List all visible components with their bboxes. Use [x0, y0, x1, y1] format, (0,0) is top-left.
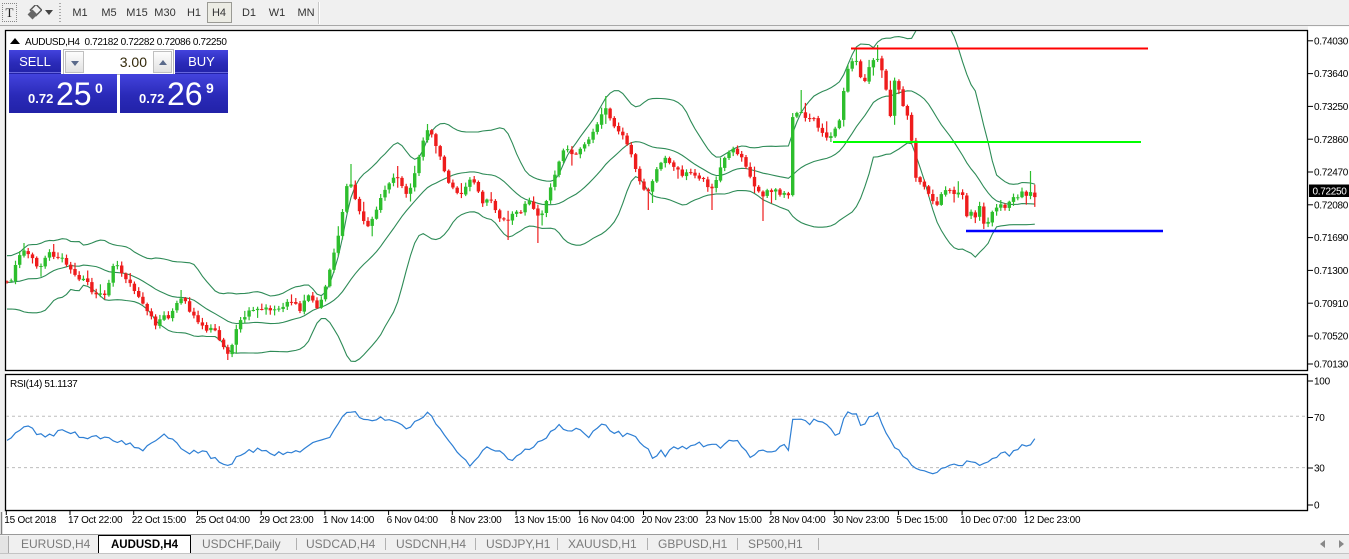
- svg-text:12 Dec 23:00: 12 Dec 23:00: [1024, 515, 1081, 526]
- svg-text:5 Dec 15:00: 5 Dec 15:00: [896, 515, 948, 526]
- svg-text:15 Oct 2018: 15 Oct 2018: [4, 515, 56, 526]
- svg-text:0.70520: 0.70520: [1314, 332, 1349, 343]
- svg-text:AUDUSD,H4 0.72182 0.72282 0.7: AUDUSD,H4 0.72182 0.72282 0.72086 0.7225…: [25, 37, 227, 48]
- svg-text:0.72250: 0.72250: [1313, 186, 1348, 197]
- svg-text:0.70130: 0.70130: [1314, 360, 1349, 371]
- svg-text:22 Oct 15:00: 22 Oct 15:00: [132, 515, 187, 526]
- svg-text:70: 70: [1314, 413, 1325, 424]
- svg-text:30: 30: [1314, 464, 1325, 475]
- svg-text:0.74030: 0.74030: [1314, 36, 1349, 47]
- svg-text:100: 100: [1314, 377, 1331, 388]
- svg-text:0.73250: 0.73250: [1314, 102, 1349, 113]
- svg-text:17 Oct 22:00: 17 Oct 22:00: [68, 515, 123, 526]
- svg-text:30 Nov 23:00: 30 Nov 23:00: [833, 515, 890, 526]
- svg-text:0.71300: 0.71300: [1314, 266, 1349, 277]
- svg-text:23 Nov 15:00: 23 Nov 15:00: [705, 515, 762, 526]
- svg-text:0.70910: 0.70910: [1314, 299, 1349, 310]
- svg-text:1 Nov 14:00: 1 Nov 14:00: [323, 515, 375, 526]
- svg-text:RSI(14) 51.1137: RSI(14) 51.1137: [10, 379, 78, 390]
- svg-text:10 Dec 07:00: 10 Dec 07:00: [960, 515, 1017, 526]
- svg-text:0.72860: 0.72860: [1314, 135, 1349, 146]
- svg-text:0.73640: 0.73640: [1314, 69, 1349, 80]
- svg-text:0.71690: 0.71690: [1314, 233, 1349, 244]
- svg-text:0: 0: [1314, 501, 1320, 512]
- svg-text:0.72470: 0.72470: [1314, 168, 1349, 179]
- svg-text:16 Nov 04:00: 16 Nov 04:00: [578, 515, 635, 526]
- svg-text:8 Nov 23:00: 8 Nov 23:00: [450, 515, 502, 526]
- svg-text:29 Oct 23:00: 29 Oct 23:00: [259, 515, 314, 526]
- svg-text:20 Nov 23:00: 20 Nov 23:00: [642, 515, 699, 526]
- svg-text:13 Nov 15:00: 13 Nov 15:00: [514, 515, 571, 526]
- svg-text:28 Nov 04:00: 28 Nov 04:00: [769, 515, 826, 526]
- svg-text:0.72080: 0.72080: [1314, 200, 1349, 211]
- svg-text:25 Oct 04:00: 25 Oct 04:00: [196, 515, 251, 526]
- svg-text:6 Nov 04:00: 6 Nov 04:00: [387, 515, 439, 526]
